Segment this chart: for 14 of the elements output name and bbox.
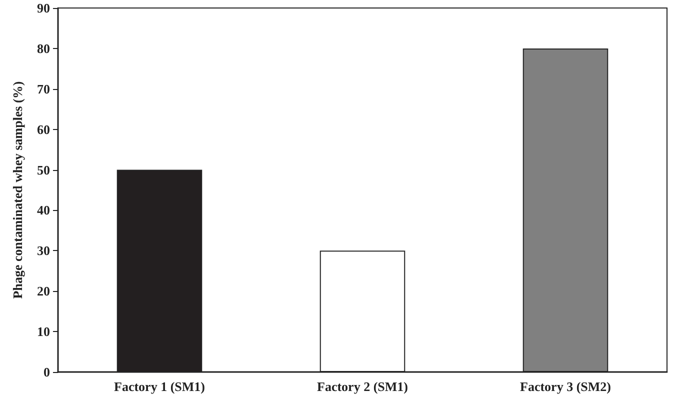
x-tick-label: Factory 2 (SM1) [317, 379, 408, 394]
x-tick-label: Factory 3 (SM2) [520, 379, 611, 394]
y-tick-label: 70 [37, 81, 50, 96]
y-tick-label: 40 [37, 202, 50, 218]
y-tick-label: 30 [37, 243, 50, 258]
y-tick-label: 60 [37, 122, 50, 137]
y-tick-label: 0 [44, 364, 50, 380]
y-tick-label: 20 [37, 284, 50, 299]
y-tick-label: 80 [37, 40, 50, 56]
y-tick-label: 50 [37, 162, 50, 178]
y-axis-title: Phage contaminated whey samples (%) [10, 81, 25, 299]
y-tick-label: 10 [37, 324, 50, 340]
x-tick-label: Factory 1 (SM1) [114, 379, 205, 394]
y-tick-label: 90 [37, 0, 50, 16]
